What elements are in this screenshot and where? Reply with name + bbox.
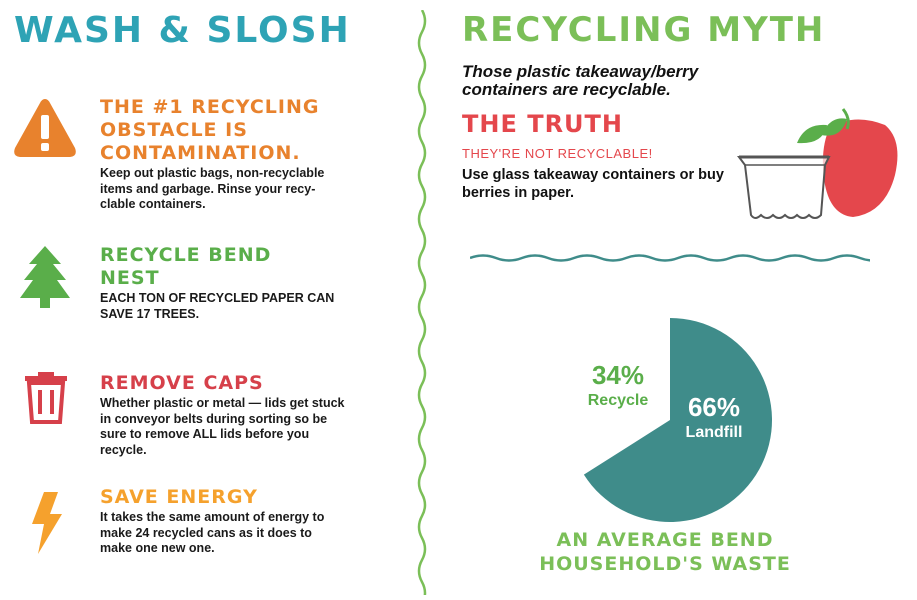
truth-body: Use glass takeaway containers or buy ber…: [462, 167, 724, 201]
tip-title: SAVE ENERGY: [100, 486, 258, 508]
truth-heading: THE TRUTH: [462, 110, 624, 138]
pie-slice-recycle: [568, 318, 670, 475]
pie-caption: AN AVERAGE BEND HOUSEHOLD'S WASTE: [539, 529, 791, 575]
wave-divider: [470, 254, 870, 262]
tip-title: RECYCLE BEND NEST: [100, 244, 272, 289]
tip-body: Whether plastic or metal — lids get stuc…: [100, 396, 345, 457]
berry-container-icon: [737, 108, 898, 219]
pie-label-recycle-value: 34%: [591, 360, 645, 390]
tip-title: THE #1 RECYCLING OBSTACLE IS CONTAMINATI…: [100, 96, 320, 164]
pie-label-landfill: Landfill: [685, 424, 743, 441]
tip-body: It takes the same amount of energy to ma…: [100, 510, 325, 555]
tip-title: REMOVE CAPS: [100, 372, 264, 394]
left-heading: WASH & SLOSH: [14, 10, 351, 51]
lightning-bolt-icon: [32, 492, 62, 554]
trash-can-icon: [25, 372, 67, 424]
pie-label-landfill-value: 66%: [687, 392, 741, 422]
tree-icon: [20, 246, 70, 308]
truth-subheading: THEY'RE NOT RECYCLABLE!: [462, 146, 653, 161]
warning-icon: [14, 99, 76, 157]
tip-body: Keep out plastic bags, non-recyclable it…: [100, 166, 325, 211]
waste-pie-chart: [568, 318, 772, 522]
myth-statement: Those plastic takeaway/berry containers …: [462, 62, 699, 99]
pie-slice-landfill: [583, 318, 772, 522]
vertical-wave-divider: [417, 10, 427, 595]
pie-label-recycle: Recycle: [587, 392, 649, 409]
tip-body: EACH TON OF RECYCLED PAPER CAN SAVE 17 T…: [100, 291, 335, 321]
right-heading: RECYCLING MYTH: [462, 10, 826, 50]
